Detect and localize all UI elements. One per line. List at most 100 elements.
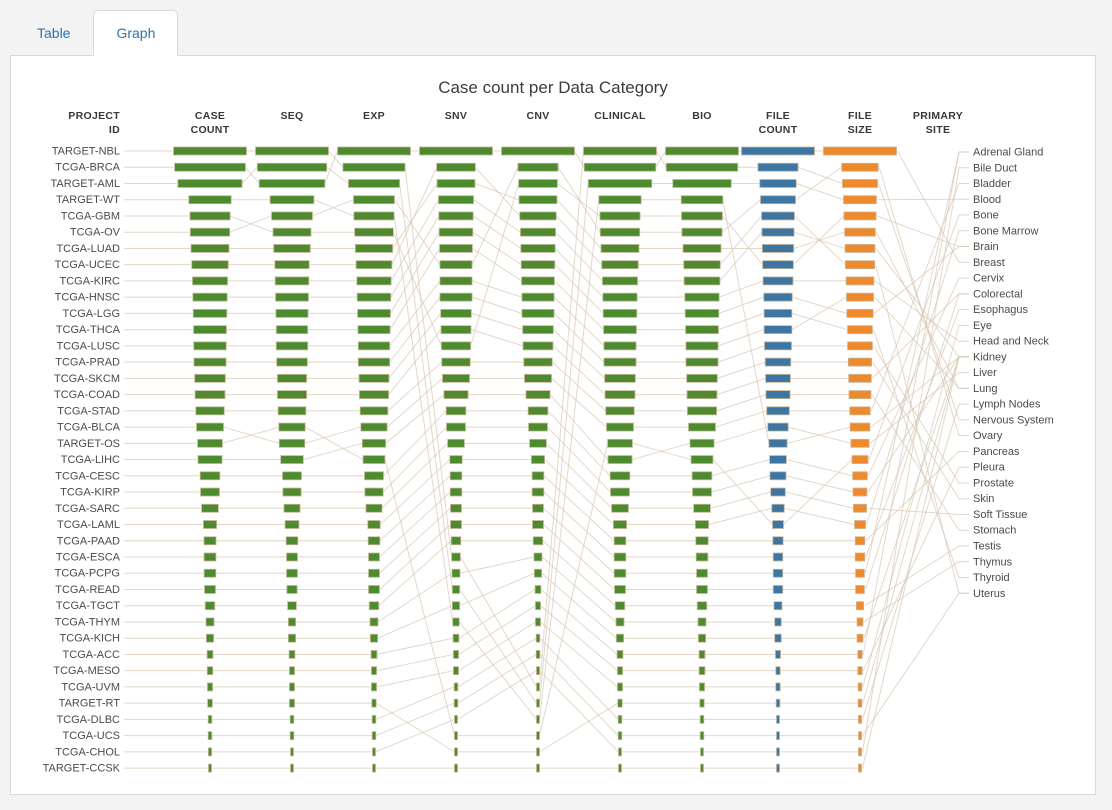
clinical-bar	[614, 585, 626, 594]
seq-bar	[287, 633, 297, 643]
header-primary-site: SITE	[926, 124, 951, 136]
file_size-bar	[823, 146, 897, 156]
site-label: Breast	[973, 257, 1005, 269]
case_count-bar	[201, 503, 219, 513]
snv-bar	[438, 227, 474, 237]
seq-bar	[287, 617, 297, 627]
project-label: TCGA-THYM	[55, 616, 120, 628]
project-label: TCGA-BLCA	[57, 422, 121, 434]
project-label: TCGA-STAD	[57, 405, 120, 417]
file_size-bar	[854, 552, 866, 562]
seq-bar	[275, 308, 309, 318]
seq-bar	[290, 747, 294, 757]
exp-bar	[371, 682, 377, 692]
project-label: TARGET-CCSK	[43, 763, 121, 775]
case_count-bar	[200, 487, 220, 497]
case_count-bar	[203, 536, 217, 546]
site-label: Esophagus	[973, 304, 1029, 316]
project-label: TCGA-ACC	[63, 649, 121, 661]
exp-bar	[358, 390, 389, 400]
snv-bar	[446, 422, 466, 432]
bio-bar	[685, 341, 719, 351]
file_count-bar	[775, 698, 781, 708]
project-label: TCGA-HNSC	[55, 292, 120, 304]
site-label: Liver	[973, 367, 997, 379]
clinical-bar	[604, 373, 636, 383]
file_size-bar	[843, 195, 877, 205]
bio-bar	[697, 633, 707, 643]
bio-bar	[690, 455, 714, 464]
cnv-bar	[525, 390, 551, 400]
case_count-bar	[194, 390, 226, 400]
site-label: Thyroid	[973, 572, 1010, 584]
seq-bar	[286, 552, 298, 562]
bio-bar	[685, 357, 719, 367]
seq-bar	[288, 650, 296, 659]
cnv-bar	[522, 325, 554, 335]
exp-bar	[357, 325, 391, 335]
clinical-bar	[603, 325, 637, 335]
snv-bar	[452, 617, 460, 627]
bio-bar	[682, 244, 722, 253]
clinical-bar	[615, 633, 625, 643]
file_count-bar	[760, 195, 796, 205]
case_count-bar	[207, 715, 213, 724]
file_count-bar	[776, 763, 780, 773]
file_count-bar	[765, 373, 791, 383]
file_count-bar	[767, 422, 789, 432]
case_count-bar	[188, 195, 232, 205]
tab-table[interactable]: Table	[14, 10, 93, 56]
file_count-bar	[775, 650, 781, 659]
snv-bar	[449, 487, 463, 497]
file_size-bar	[848, 390, 872, 400]
snv-bar	[440, 308, 472, 318]
project-label: TCGA-READ	[55, 584, 120, 596]
snv-bar	[443, 390, 469, 400]
snv-bar	[452, 633, 460, 643]
clinical-bar	[606, 422, 634, 432]
tab-graph[interactable]: Graph	[93, 10, 179, 56]
bio-bar	[684, 308, 720, 318]
file_size-bar	[849, 422, 871, 432]
clinical-bar	[613, 536, 627, 546]
header-case_count: COUNT	[191, 124, 230, 136]
case_count-bar	[192, 276, 228, 286]
case_count-bar	[205, 617, 215, 627]
file_count-bar	[775, 666, 781, 676]
cnv-bar	[529, 438, 547, 448]
clinical-bar	[610, 487, 630, 497]
file_count-bar	[772, 568, 784, 578]
seq-bar	[280, 455, 304, 464]
case_count-bar	[193, 325, 227, 335]
project-label: TCGA-CESC	[55, 470, 120, 482]
snv-bar	[453, 698, 459, 708]
exp-bar	[371, 666, 377, 676]
file_size-bar	[847, 325, 873, 335]
file_count-bar	[764, 341, 792, 351]
seq-bar	[255, 146, 329, 156]
exp-bar	[371, 715, 377, 724]
bio-bar	[680, 195, 724, 205]
file_count-bar	[772, 520, 784, 529]
snv-bar	[441, 357, 471, 367]
site-label: Head and Neck	[973, 336, 1049, 348]
cnv-bar	[536, 682, 540, 692]
file_size-bar	[857, 650, 863, 659]
case_count-bar	[193, 341, 227, 351]
cnv-bar	[535, 601, 541, 611]
site-label: Nervous System	[973, 414, 1054, 426]
snv-bar	[454, 763, 458, 773]
file_size-bar	[857, 682, 863, 692]
bio-bar	[699, 731, 705, 741]
snv-bar	[445, 406, 467, 416]
snv-bar	[450, 503, 462, 513]
snv-bar	[453, 650, 459, 659]
site-label: Lymph Nodes	[973, 399, 1041, 411]
snv-bar	[438, 211, 474, 221]
project-label: TCGA-OV	[70, 227, 121, 239]
exp-bar	[371, 698, 377, 708]
file_size-bar	[845, 276, 875, 286]
seq-bar	[278, 438, 306, 448]
header-bio: BIO	[692, 110, 712, 122]
case_count-bar	[173, 146, 247, 156]
